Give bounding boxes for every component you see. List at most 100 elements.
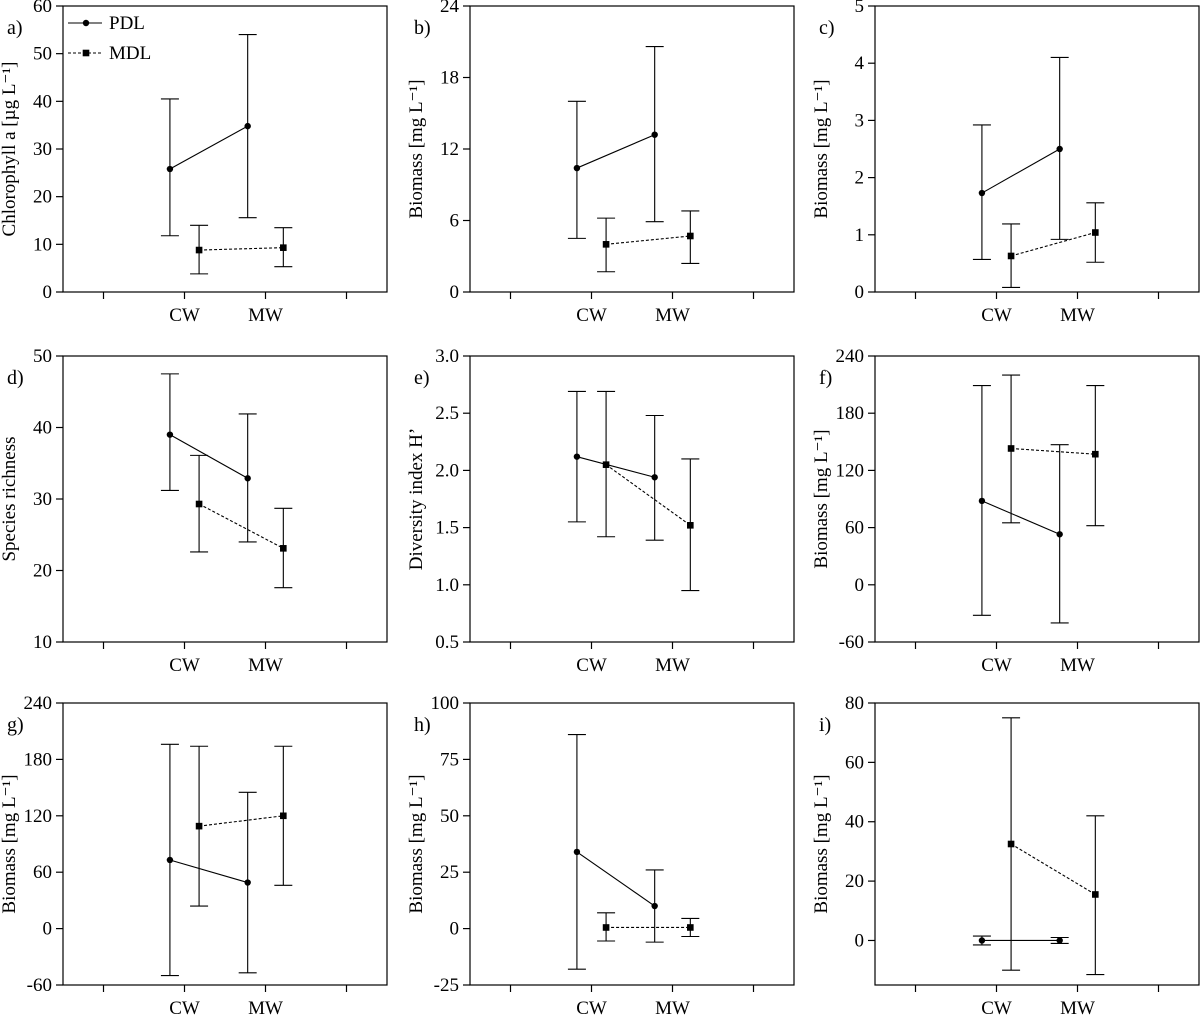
data-point xyxy=(651,902,658,910)
y-tick-label: 18 xyxy=(440,68,459,89)
panel-letter: c) xyxy=(819,17,835,39)
series-mdl xyxy=(1002,202,1105,288)
panel-h: -25 0 25 50 75 100 CW MW Biomass [mg L⁻¹] h) xyxy=(406,693,795,1017)
y-tick-label: 20 xyxy=(33,187,52,208)
y-tick-label: 1 xyxy=(855,225,865,246)
y-tick-label: 4 xyxy=(855,53,865,74)
series-line xyxy=(576,456,655,478)
legend-item-pdl: PDL xyxy=(68,13,145,34)
data-point xyxy=(1056,145,1063,153)
data-point xyxy=(1007,252,1015,260)
y-tick-label: 24 xyxy=(440,0,460,17)
data-point xyxy=(978,937,986,944)
legend-marker xyxy=(82,49,90,57)
y-tick-label: -60 xyxy=(839,632,864,653)
x-tick-label-mw: MW xyxy=(1060,305,1095,326)
x-tick-label-cw: CW xyxy=(576,655,607,676)
data-point xyxy=(651,131,658,138)
data-point xyxy=(651,474,658,481)
y-tick-label: 60 xyxy=(845,518,864,539)
y-axis-label: Biomass [mg L⁻¹] xyxy=(406,79,427,218)
y-axis-label: Chlorophyll a [µg L⁻¹] xyxy=(0,62,20,237)
y-axis-label: Biomass [mg L⁻¹] xyxy=(406,774,427,913)
panel-g: -60 0 60 120 180 240 CW MW Biomass [mg L⁻¹] g) xyxy=(0,693,388,1017)
data-point xyxy=(195,500,203,508)
series-mdl xyxy=(597,912,700,942)
legend-label: MDL xyxy=(109,43,151,64)
data-point xyxy=(687,522,694,529)
panel-b: 0 6 12 18 24 CW MW Biomass [mg L⁻¹] b) xyxy=(406,0,795,326)
y-tick-label: 60 xyxy=(33,0,52,17)
x-tick-label-cw: CW xyxy=(981,655,1012,676)
y-tick-label: 240 xyxy=(836,346,865,367)
panel-letter: i) xyxy=(819,714,831,736)
y-tick-label: 30 xyxy=(33,139,52,160)
plot-frame xyxy=(62,355,388,643)
data-point xyxy=(978,497,986,505)
data-point xyxy=(195,822,203,830)
series-line xyxy=(606,235,691,245)
y-tick-label: 60 xyxy=(845,752,864,773)
series-pdl xyxy=(160,373,257,543)
y-tick-label: 50 xyxy=(33,346,52,367)
y-tick-label: 240 xyxy=(24,693,53,714)
panel-letter: g) xyxy=(7,714,24,736)
x-tick-label-cw: CW xyxy=(576,305,607,326)
data-point xyxy=(166,431,174,438)
data-point xyxy=(280,244,287,251)
series-line xyxy=(198,503,284,549)
data-point xyxy=(166,165,174,173)
y-tick-label: 0 xyxy=(450,282,460,303)
y-tick-label: 20 xyxy=(845,871,864,892)
y-tick-label: 12 xyxy=(440,139,459,160)
y-tick-label: 40 xyxy=(33,418,52,439)
y-tick-label: 0 xyxy=(855,575,865,596)
data-point xyxy=(244,122,251,130)
y-tick-label: 1.5 xyxy=(435,518,459,539)
y-tick-label: 20 xyxy=(33,561,52,582)
panel-letter: b) xyxy=(414,17,431,39)
y-tick-label: 25 xyxy=(440,862,459,883)
plot-frame xyxy=(469,702,795,986)
series-line xyxy=(1010,231,1096,257)
data-point xyxy=(1092,891,1099,898)
series-pdl xyxy=(972,56,1069,260)
plot-frame xyxy=(874,702,1200,986)
panel-letter: f) xyxy=(819,367,832,389)
y-tick-label: 75 xyxy=(440,749,459,770)
x-tick-label-cw: CW xyxy=(981,305,1012,326)
y-tick-label: 2.5 xyxy=(435,403,459,424)
series-line xyxy=(199,815,284,827)
series-mdl xyxy=(1002,717,1105,976)
y-tick-label: 0 xyxy=(855,282,865,303)
series-line xyxy=(576,851,655,907)
data-point xyxy=(195,246,203,254)
y-tick-label: 180 xyxy=(24,749,53,770)
y-tick-label: 40 xyxy=(845,812,864,833)
panel-c: 0 1 2 3 4 5 CW MW Biomass [mg L⁻¹] c) xyxy=(811,0,1200,326)
legend-marker xyxy=(82,19,90,27)
y-tick-label: 40 xyxy=(33,91,52,112)
panel-letter: e) xyxy=(414,367,430,389)
series-pdl xyxy=(972,385,1069,624)
data-point xyxy=(280,812,287,820)
data-point xyxy=(1056,937,1063,944)
x-tick-label-cw: CW xyxy=(576,998,607,1017)
panel-i: 0 20 40 60 80 CW MW Biomass [mg L⁻¹] i) xyxy=(811,693,1200,1017)
y-tick-label: 120 xyxy=(24,806,53,827)
data-point xyxy=(280,545,287,552)
data-point xyxy=(1092,450,1099,458)
x-tick-label-mw: MW xyxy=(248,305,283,326)
series-pdl xyxy=(160,743,257,977)
y-axis-label: Diversity index H’ xyxy=(406,428,427,570)
series-line xyxy=(169,434,248,479)
y-tick-label: 6 xyxy=(450,211,460,232)
panel-letter: h) xyxy=(414,714,431,736)
data-point xyxy=(573,164,581,172)
y-axis-label: Biomass [mg L⁻¹] xyxy=(0,774,20,913)
x-tick-label-mw: MW xyxy=(1060,655,1095,676)
y-axis-label: Biomass [mg L⁻¹] xyxy=(811,774,832,913)
data-point xyxy=(687,924,694,931)
x-tick-label-mw: MW xyxy=(1060,998,1095,1017)
legend-label: PDL xyxy=(109,13,145,34)
